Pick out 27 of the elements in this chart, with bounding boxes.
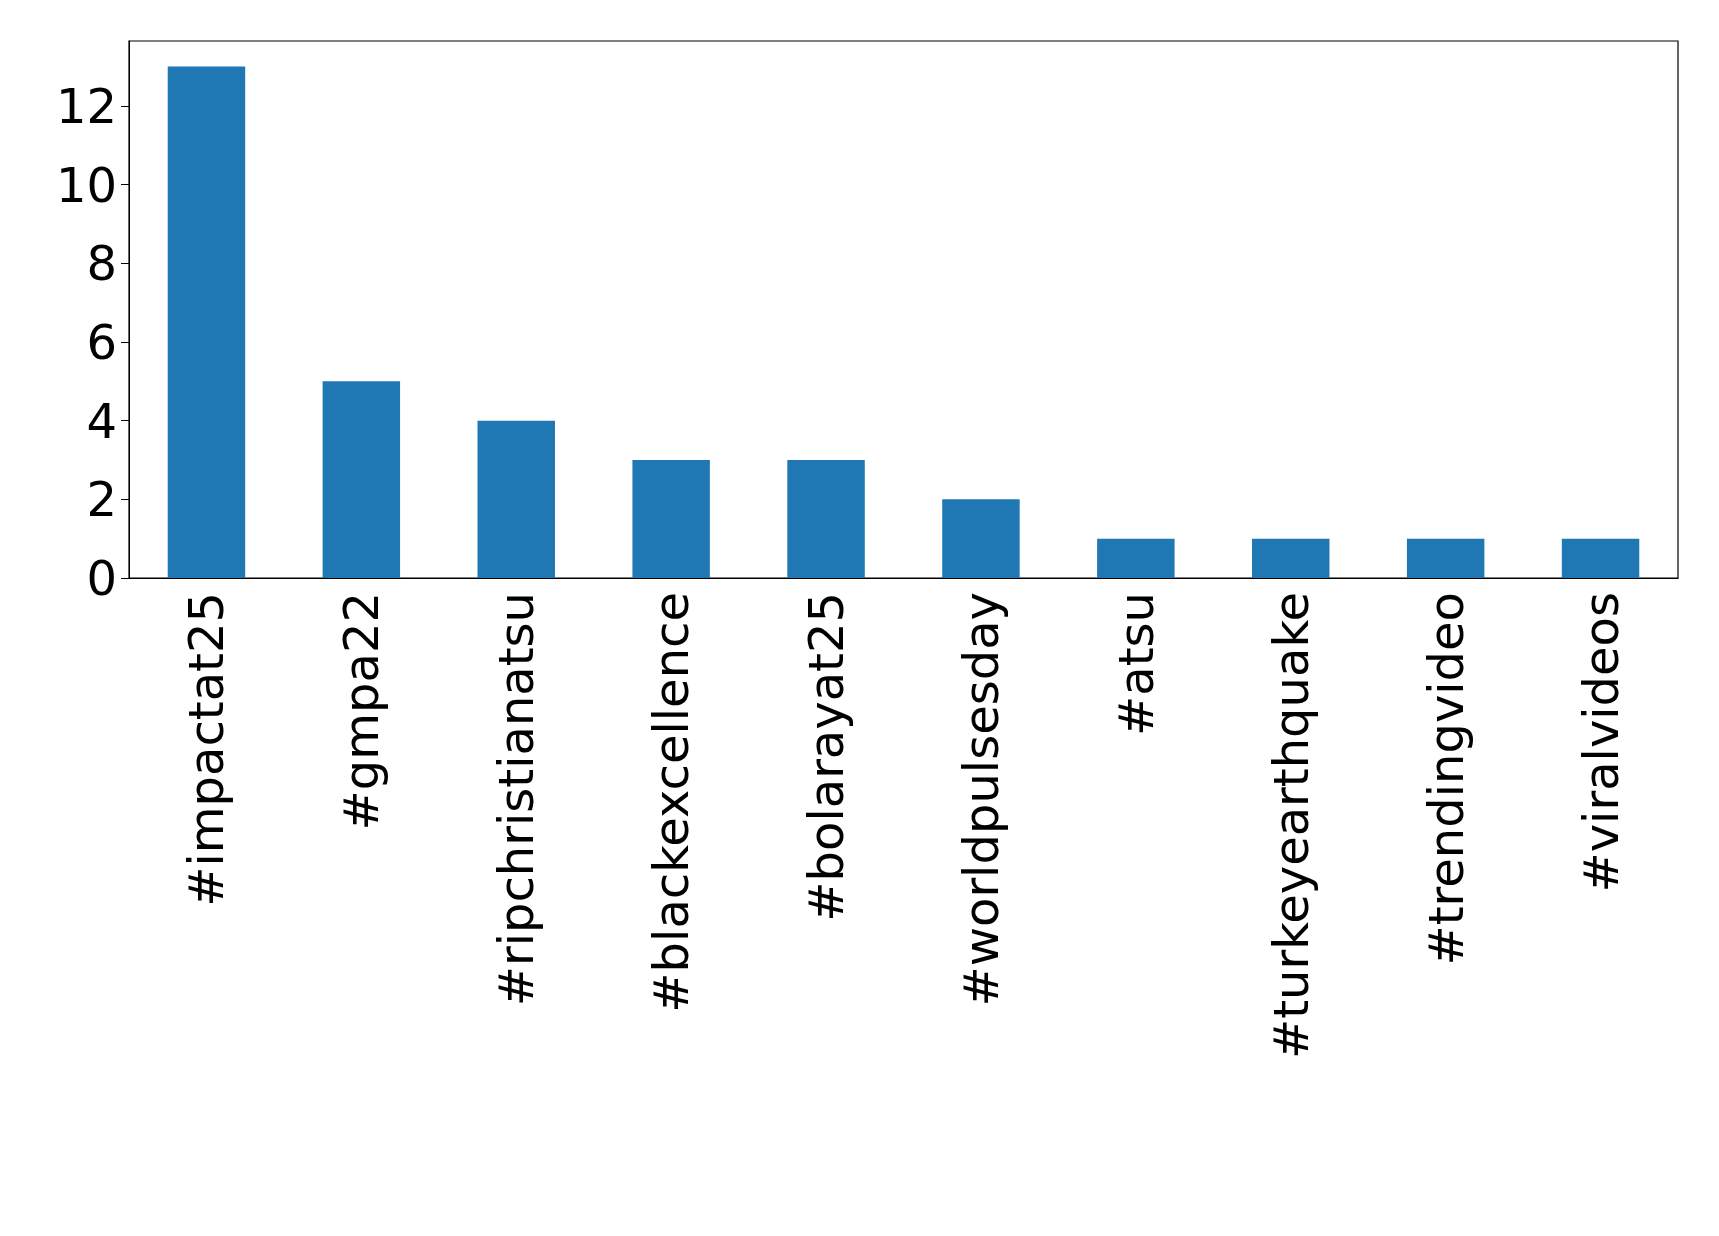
- x-tick-label: #gmpa22: [333, 592, 390, 831]
- x-tick-label: #turkeyearthquake: [1262, 592, 1319, 1060]
- x-tick-label: #blackexcellence: [643, 592, 700, 1013]
- y-tick-label: 8: [86, 235, 117, 292]
- bar: [1252, 538, 1330, 578]
- bar: [1406, 538, 1485, 578]
- x-tick-label: #atsu: [1107, 592, 1164, 736]
- x-tick-label: #trendingvideo: [1417, 592, 1474, 966]
- bar: [167, 66, 246, 578]
- bar: [787, 459, 865, 578]
- y-tick-label: 2: [86, 471, 117, 528]
- bar: [477, 420, 555, 578]
- bar: [632, 459, 710, 578]
- bar: [942, 499, 1020, 578]
- y-tick-label: 6: [86, 313, 117, 370]
- bar: [1097, 538, 1175, 578]
- y-tick-label: 4: [86, 392, 117, 449]
- x-tick-label: #viralvideos: [1572, 592, 1629, 893]
- x-tick-label: #impactat25: [178, 592, 235, 907]
- x-tick-label: #bolarayat25: [798, 592, 855, 922]
- y-tick-label: 0: [86, 550, 117, 606]
- x-tick-label: #worldpulsesday: [952, 592, 1009, 1007]
- bar: [1561, 538, 1640, 578]
- y-tick-label: 12: [55, 77, 117, 134]
- x-tick-label: #ripchristianatsu: [488, 592, 545, 1007]
- y-tick-label: 10: [55, 156, 117, 213]
- bar: [322, 381, 401, 578]
